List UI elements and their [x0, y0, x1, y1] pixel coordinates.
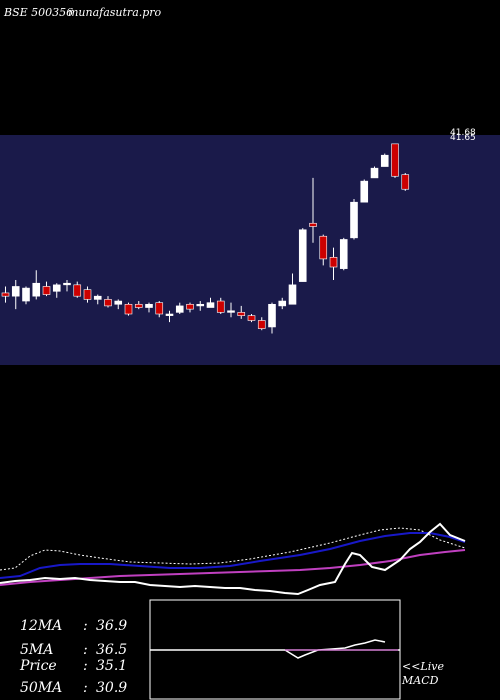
macd-line [284, 639, 386, 659]
candle-down [329, 256, 338, 268]
candle-up [114, 300, 123, 305]
stat-5ma-value: 36.5 [96, 642, 127, 658]
candle-up [360, 180, 369, 203]
macd-caption-live: <<Live [402, 660, 444, 673]
candle-up [350, 201, 358, 239]
candle-down [134, 303, 143, 308]
stat-separator-4: : [83, 680, 88, 696]
candle-up [288, 284, 297, 305]
candle-up [227, 310, 235, 313]
ma-slow-dotted-line [0, 527, 466, 571]
candle-down [42, 286, 51, 295]
stat-5ma-label: 5MA [20, 642, 53, 658]
stat-12ma-label: 12MA [20, 618, 62, 634]
site-label: munafasutra.pro [68, 6, 162, 19]
macd-caption-label: MACD [401, 674, 439, 687]
price-axis-label-2: 41.65 [450, 133, 476, 143]
candle-up [22, 287, 30, 302]
candle-down [83, 289, 92, 300]
price-axis-label-1: 41.68 [450, 128, 476, 138]
candle-down [237, 312, 246, 316]
stat-price-value: 35.1 [96, 658, 127, 674]
candle-down [1, 292, 10, 297]
candle-down [309, 222, 317, 227]
stat-12ma-value: 36.9 [96, 618, 127, 634]
candle-down [186, 303, 194, 310]
ma-slow-line [0, 532, 466, 579]
candle-up [11, 286, 20, 297]
price-panel [0, 135, 500, 365]
stats-legend: 12MA 36.9 5MA 36.5 Price 35.1 50MA 30.9 … [19, 618, 127, 696]
candle-series [1, 143, 410, 334]
candle-down [247, 315, 256, 321]
candle-up [339, 239, 348, 269]
stat-separator-2: : [83, 642, 88, 658]
ticker-label: BSE 500356 [3, 6, 73, 19]
candle-up [93, 295, 102, 300]
candle-up [165, 313, 174, 316]
candle-down [124, 303, 133, 315]
candle-up [196, 303, 205, 307]
candle-up [268, 303, 276, 328]
candle-up [298, 229, 307, 282]
stat-price-label: Price [19, 658, 57, 674]
candle-down [319, 235, 328, 260]
candle-up [63, 282, 71, 286]
candle-up [175, 305, 184, 313]
stat-50ma-value: 30.9 [96, 680, 127, 696]
candle-up [145, 303, 153, 308]
stat-separator-3: : [83, 658, 88, 674]
candle-down [155, 302, 164, 315]
candle-down [401, 174, 410, 190]
candle-up [370, 167, 379, 179]
ma-fast-line [0, 522, 466, 596]
candle-up [32, 282, 41, 297]
candle-up [52, 284, 61, 292]
candle-down [73, 284, 82, 297]
candle-down [104, 299, 112, 307]
macd-panel: <<Live MACD [149, 599, 444, 700]
candle-down [216, 300, 225, 313]
candle-down [257, 320, 266, 329]
moving-average-panel [0, 522, 466, 596]
stat-separator-1: : [83, 618, 88, 634]
candle-up [278, 300, 287, 307]
candle-down [391, 143, 399, 177]
candle-up [380, 154, 389, 167]
candle-up [206, 302, 215, 308]
stat-50ma-label: 50MA [20, 680, 62, 696]
